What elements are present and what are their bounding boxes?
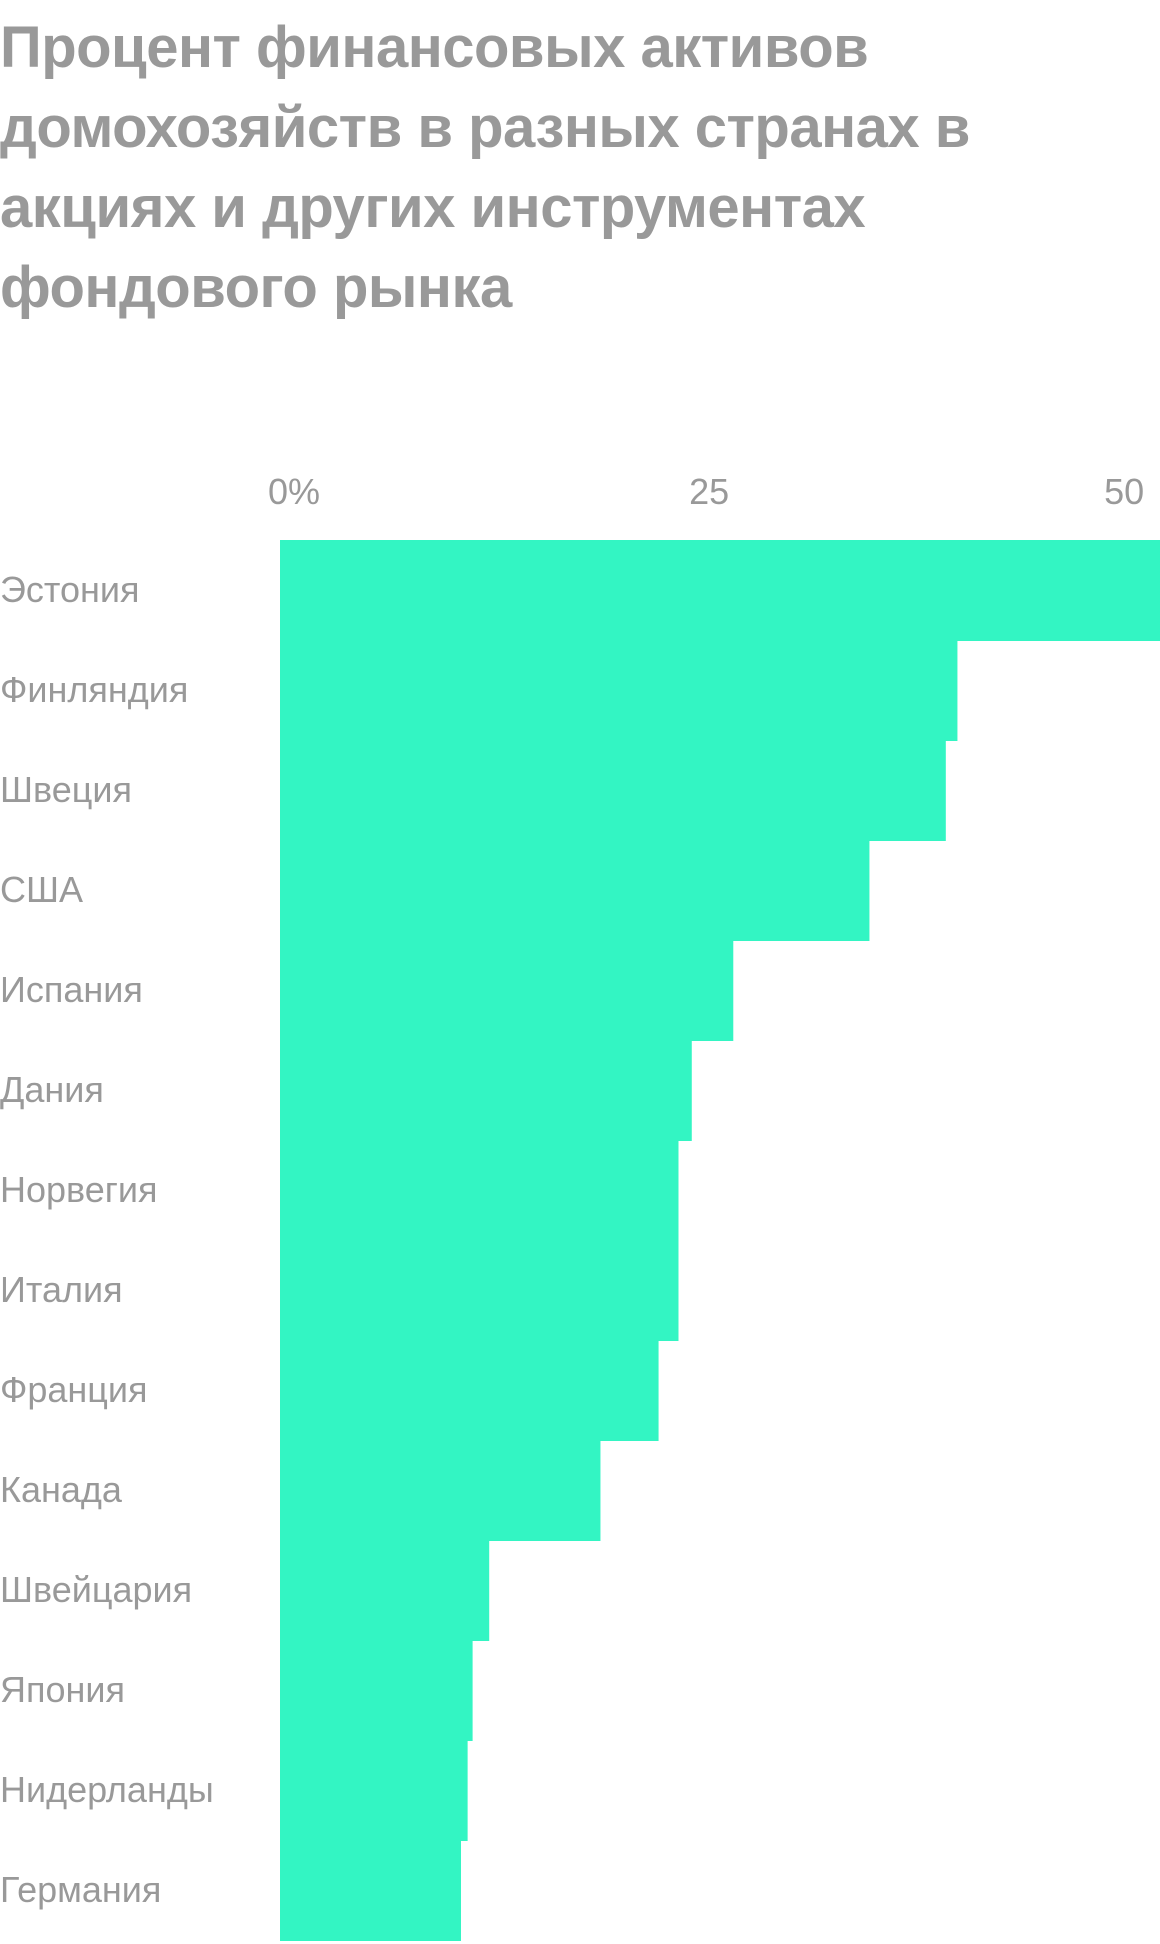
bar [280,740,946,841]
category-label: Франция [0,1369,148,1410]
x-axis-ticks: 0% 25 50 [268,471,1144,512]
bar [280,1140,679,1241]
chart-title: Процент финансовых активов домохозяйств … [0,15,970,320]
bar [280,1340,659,1441]
category-labels: Эстония Финляндия Швеция США Испания Дания Нор… [0,569,214,1910]
x-tick-label: 0% [268,471,320,512]
bar [280,1640,473,1741]
category-label: Швеция [0,769,132,810]
category-label: Швейцария [0,1569,192,1610]
x-tick-label: 50 [1104,471,1144,512]
bar [280,1740,468,1841]
category-label: Финляндия [0,669,188,710]
x-tick-label: 25 [689,471,729,512]
category-label: Дания [0,1069,104,1110]
category-label: Италия [0,1269,123,1310]
bar [280,540,1160,641]
category-label: Германия [0,1869,161,1910]
bar [280,1040,692,1141]
bar [280,1540,490,1641]
bar [280,940,734,1041]
bar [280,1840,461,1941]
category-label: Испания [0,969,143,1010]
bars [280,540,1160,1941]
bar [280,640,958,741]
bar [280,840,870,941]
bar [280,1440,601,1541]
bar [280,1240,679,1341]
category-label: Япония [0,1669,125,1710]
category-label: Эстония [0,569,139,610]
category-label: Норвегия [0,1169,158,1210]
category-label: Канада [0,1469,123,1510]
category-label: США [0,869,83,910]
category-label: Нидерланды [0,1769,214,1810]
